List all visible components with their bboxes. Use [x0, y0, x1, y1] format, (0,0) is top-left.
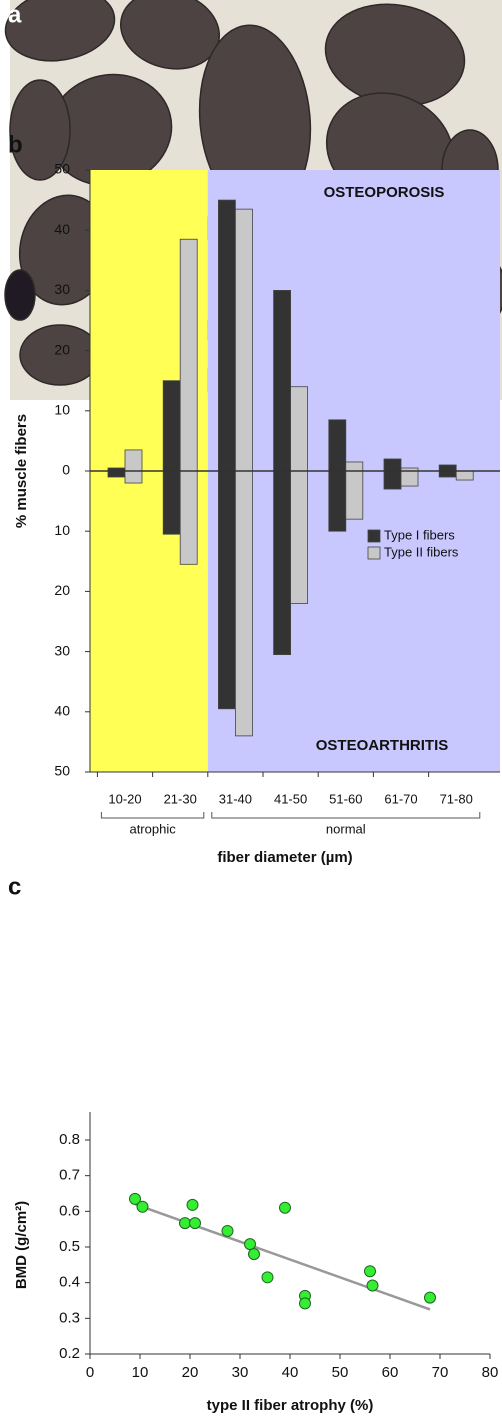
bar: [180, 471, 197, 564]
point: [222, 1225, 233, 1236]
y-tick-label: 0.3: [59, 1309, 80, 1326]
y-tick-label: 20: [54, 341, 70, 357]
y-tick-label: 0.6: [59, 1202, 80, 1219]
y-tick-label: 20: [54, 582, 70, 598]
x-axis-label: fiber diameter (µm): [217, 849, 352, 866]
bar: [456, 471, 473, 480]
point: [365, 1266, 376, 1277]
bar: [108, 471, 125, 477]
point: [249, 1249, 260, 1260]
bar: [384, 471, 401, 489]
bar: [329, 471, 346, 531]
y-tick-label: 0.5: [59, 1238, 80, 1255]
x-tick-label: 31-40: [219, 791, 252, 806]
y-axis-label: BMD (g/cm²): [13, 1201, 30, 1289]
bar: [291, 387, 308, 471]
y-tick-label: 30: [54, 281, 70, 297]
y-tick-label: 40: [54, 703, 70, 719]
y-tick-label: 30: [54, 642, 70, 658]
y-tick-label: 10: [54, 522, 70, 538]
point: [280, 1202, 291, 1213]
bar: [329, 420, 346, 471]
annotation: OSTEOPOROSIS: [324, 184, 445, 201]
panel-label: c: [8, 873, 21, 900]
x-tick-label: 10-20: [108, 791, 141, 806]
bar: [218, 200, 235, 471]
legend-label: Type I fibers: [384, 527, 455, 542]
panel-label: a: [8, 1, 22, 28]
point: [190, 1218, 201, 1229]
point: [137, 1201, 148, 1212]
point: [367, 1280, 378, 1291]
annotation: OSTEOARTHRITIS: [316, 737, 449, 754]
figure: a b 50 40 30 20 10 0 10 20 30 40 50 Type I fibers Typ…: [0, 0, 502, 1427]
x-tick-label: 40: [282, 1364, 299, 1381]
x-tick-label: 71-80: [440, 791, 473, 806]
y-tick-label: 0.8: [59, 1131, 80, 1148]
bar: [125, 450, 142, 471]
group-bracket: [212, 812, 480, 818]
bar: [439, 465, 456, 471]
bar: [274, 290, 291, 471]
x-tick-label: 60: [382, 1364, 399, 1381]
bar: [180, 239, 197, 471]
y-tick-label: 10: [54, 402, 70, 418]
y-tick-label: 50: [54, 763, 70, 779]
y-tick-label: 40: [54, 221, 70, 237]
bar: [291, 471, 308, 603]
y-tick-label: 0.7: [59, 1167, 80, 1184]
bar: [163, 381, 180, 471]
bar: [346, 471, 363, 519]
group-label: normal: [326, 821, 366, 836]
bar: [439, 471, 456, 477]
x-axis-label: type II fiber atrophy (%): [207, 1397, 374, 1414]
group-label: atrophic: [129, 821, 176, 836]
x-tick-label: 0: [86, 1364, 94, 1381]
x-tick-label: 80: [482, 1364, 499, 1381]
x-tick-label: 20: [182, 1364, 199, 1381]
bar: [235, 209, 252, 471]
legend-label: Type II fibers: [384, 544, 459, 559]
bar: [125, 471, 142, 483]
bar: [346, 462, 363, 471]
x-tick-label: 30: [232, 1364, 249, 1381]
y-tick-label: 0.4: [59, 1274, 80, 1291]
point: [187, 1199, 198, 1210]
bar: [274, 471, 291, 655]
point: [425, 1292, 436, 1303]
point: [300, 1298, 311, 1309]
legend-swatch: [368, 530, 380, 542]
x-tick-label: 50: [332, 1364, 349, 1381]
point: [180, 1218, 191, 1229]
y-tick-label: 50: [54, 161, 70, 177]
bar: [235, 471, 252, 736]
x-tick-label: 70: [432, 1364, 449, 1381]
bar: [218, 471, 235, 709]
x-tick-label: 41-50: [274, 791, 307, 806]
y-axis-label: % muscle fibers: [13, 414, 30, 528]
y-tick-label: 0: [62, 462, 70, 478]
point: [245, 1239, 256, 1250]
x-tick-label: 21-30: [164, 791, 197, 806]
bar: [384, 459, 401, 471]
x-tick-label: 51-60: [329, 791, 362, 806]
bar: [401, 471, 418, 486]
y-tick-label: 0.2: [59, 1345, 80, 1362]
point: [262, 1272, 273, 1283]
legend-swatch: [368, 547, 380, 559]
x-tick-label: 10: [132, 1364, 149, 1381]
panel-label: b: [8, 131, 23, 158]
group-bracket: [101, 812, 203, 818]
x-tick-label: 61-70: [384, 791, 417, 806]
trend-line: [135, 1204, 430, 1309]
bar: [163, 471, 180, 534]
